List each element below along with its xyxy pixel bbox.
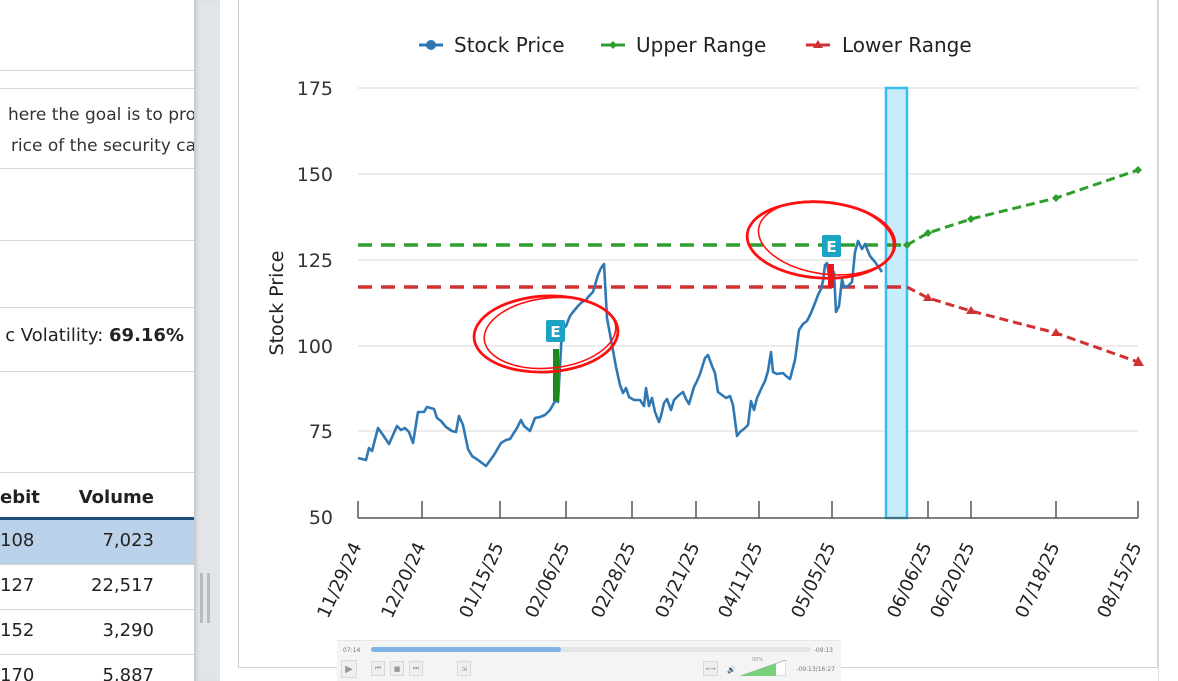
strategy-description: here the goal is to pro rice of the secu… [7,105,194,156]
table-header: ebit Volume [0,476,194,520]
svg-text:04/11/25: 04/11/25 [714,539,767,621]
svg-text:Lower Range: Lower Range [842,33,972,57]
previous-icon[interactable]: ⏮ [371,661,385,676]
triangle-marker-icon [813,40,823,48]
annotation-circle-left [472,294,620,374]
volume-slider[interactable] [740,660,786,676]
volatility-stat: c Volatility: 69.16% [5,325,184,346]
svg-text:50: 50 [309,507,333,529]
stock-price-series [357,239,884,468]
x-tick-labels: 11/29/24 12/20/24 01/15/25 02/06/25 02/2… [313,539,1146,621]
annotation-circle-right [745,200,897,280]
svg-text:125: 125 [297,250,333,272]
play-icon[interactable]: ▶ [341,660,357,678]
splitter-grip-icon[interactable] [200,573,203,623]
earnings-marker-may[interactable]: E [822,235,841,288]
table-row[interactable]: 108 7,023 [0,520,194,565]
svg-text:150: 150 [297,164,333,186]
x-axis [357,501,1139,519]
column-header-volume[interactable]: Volume [78,487,154,508]
svg-text:03/21/25: 03/21/25 [651,539,704,621]
y-axis-label: Stock Price [266,251,288,356]
details-panel: here the goal is to pro rice of the secu… [0,0,194,681]
svg-text:12/20/24: 12/20/24 [377,539,430,621]
next-icon[interactable]: ⏭ [409,661,423,676]
media-player-bar: 07:14 -09:13 ▶ ⏮ ■ ⏭ ⇲ ⟷ 🔊 90% -09:13/16… [337,640,841,681]
divider [0,168,194,169]
svg-text:100: 100 [297,336,333,358]
upper-range-series [358,166,1142,249]
svg-text:01/15/25: 01/15/25 [455,539,508,621]
diamond-marker-icon [609,41,617,49]
divider [0,70,194,71]
highlight-band[interactable] [884,86,909,520]
table-row[interactable]: 170 5,887 [0,655,194,681]
seek-bar[interactable] [371,647,811,652]
earnings-e-icon[interactable] [822,235,841,257]
chart-legend: Stock Price Upper Range Lower Range [419,33,972,57]
price-move-bar [828,264,834,288]
volume-percent: 90% [752,657,764,663]
table-row[interactable]: 152 3,290 [0,610,194,655]
svg-text:08/15/25: 08/15/25 [1093,539,1146,621]
circle-marker-icon [426,40,436,50]
svg-text:E: E [826,238,836,256]
column-header-debit[interactable]: ebit [0,487,40,508]
svg-text:Upper Range: Upper Range [636,33,766,57]
panel-splitter[interactable] [194,0,220,681]
volatility-value: 69.16% [109,325,184,346]
earnings-marker-feb[interactable]: E [546,320,565,401]
fullscreen-icon[interactable]: ⇲ [457,661,471,676]
splitter-grip-icon[interactable] [207,573,210,623]
price-move-bar [553,349,559,401]
legend-item-upper-range[interactable]: Upper Range [601,33,766,57]
divider [0,88,194,89]
elapsed-time: 07:14 [343,647,361,654]
loop-icon[interactable]: ⟷ [703,661,718,676]
svg-text:02/28/25: 02/28/25 [587,539,640,621]
right-gutter [1158,0,1178,681]
stop-icon[interactable]: ■ [390,661,404,676]
gridlines [358,87,1138,432]
svg-text:11/29/24: 11/29/24 [313,539,366,621]
earnings-e-icon[interactable] [546,320,565,342]
divider [0,240,194,241]
y-axis: 175 150 125 100 75 50 [297,78,333,529]
legend-item-stock-price[interactable]: Stock Price [419,33,565,57]
svg-text:07/18/25: 07/18/25 [1011,539,1064,621]
speaker-icon[interactable]: 🔊 [727,666,736,674]
divider [0,472,194,473]
divider [0,307,194,308]
svg-text:Stock Price: Stock Price [454,33,565,57]
svg-text:05/05/25: 05/05/25 [787,539,840,621]
svg-text:175: 175 [297,78,333,100]
divider [0,371,194,372]
chart-panel [220,0,1178,681]
seek-progress [371,647,561,652]
svg-text:E: E [550,323,560,341]
remaining-time: -09:13 [813,647,833,654]
svg-text:02/06/25: 02/06/25 [521,539,574,621]
table-row[interactable]: 127 22,517 [0,565,194,610]
svg-text:75: 75 [309,421,333,443]
lower-range-series [358,285,1144,366]
legend-item-lower-range[interactable]: Lower Range [806,33,972,57]
trades-table: ebit Volume 108 7,023 127 22,517 152 3,2… [0,476,194,681]
time-total: -09:13/16:27 [796,666,835,673]
chart-frame [238,0,1158,668]
